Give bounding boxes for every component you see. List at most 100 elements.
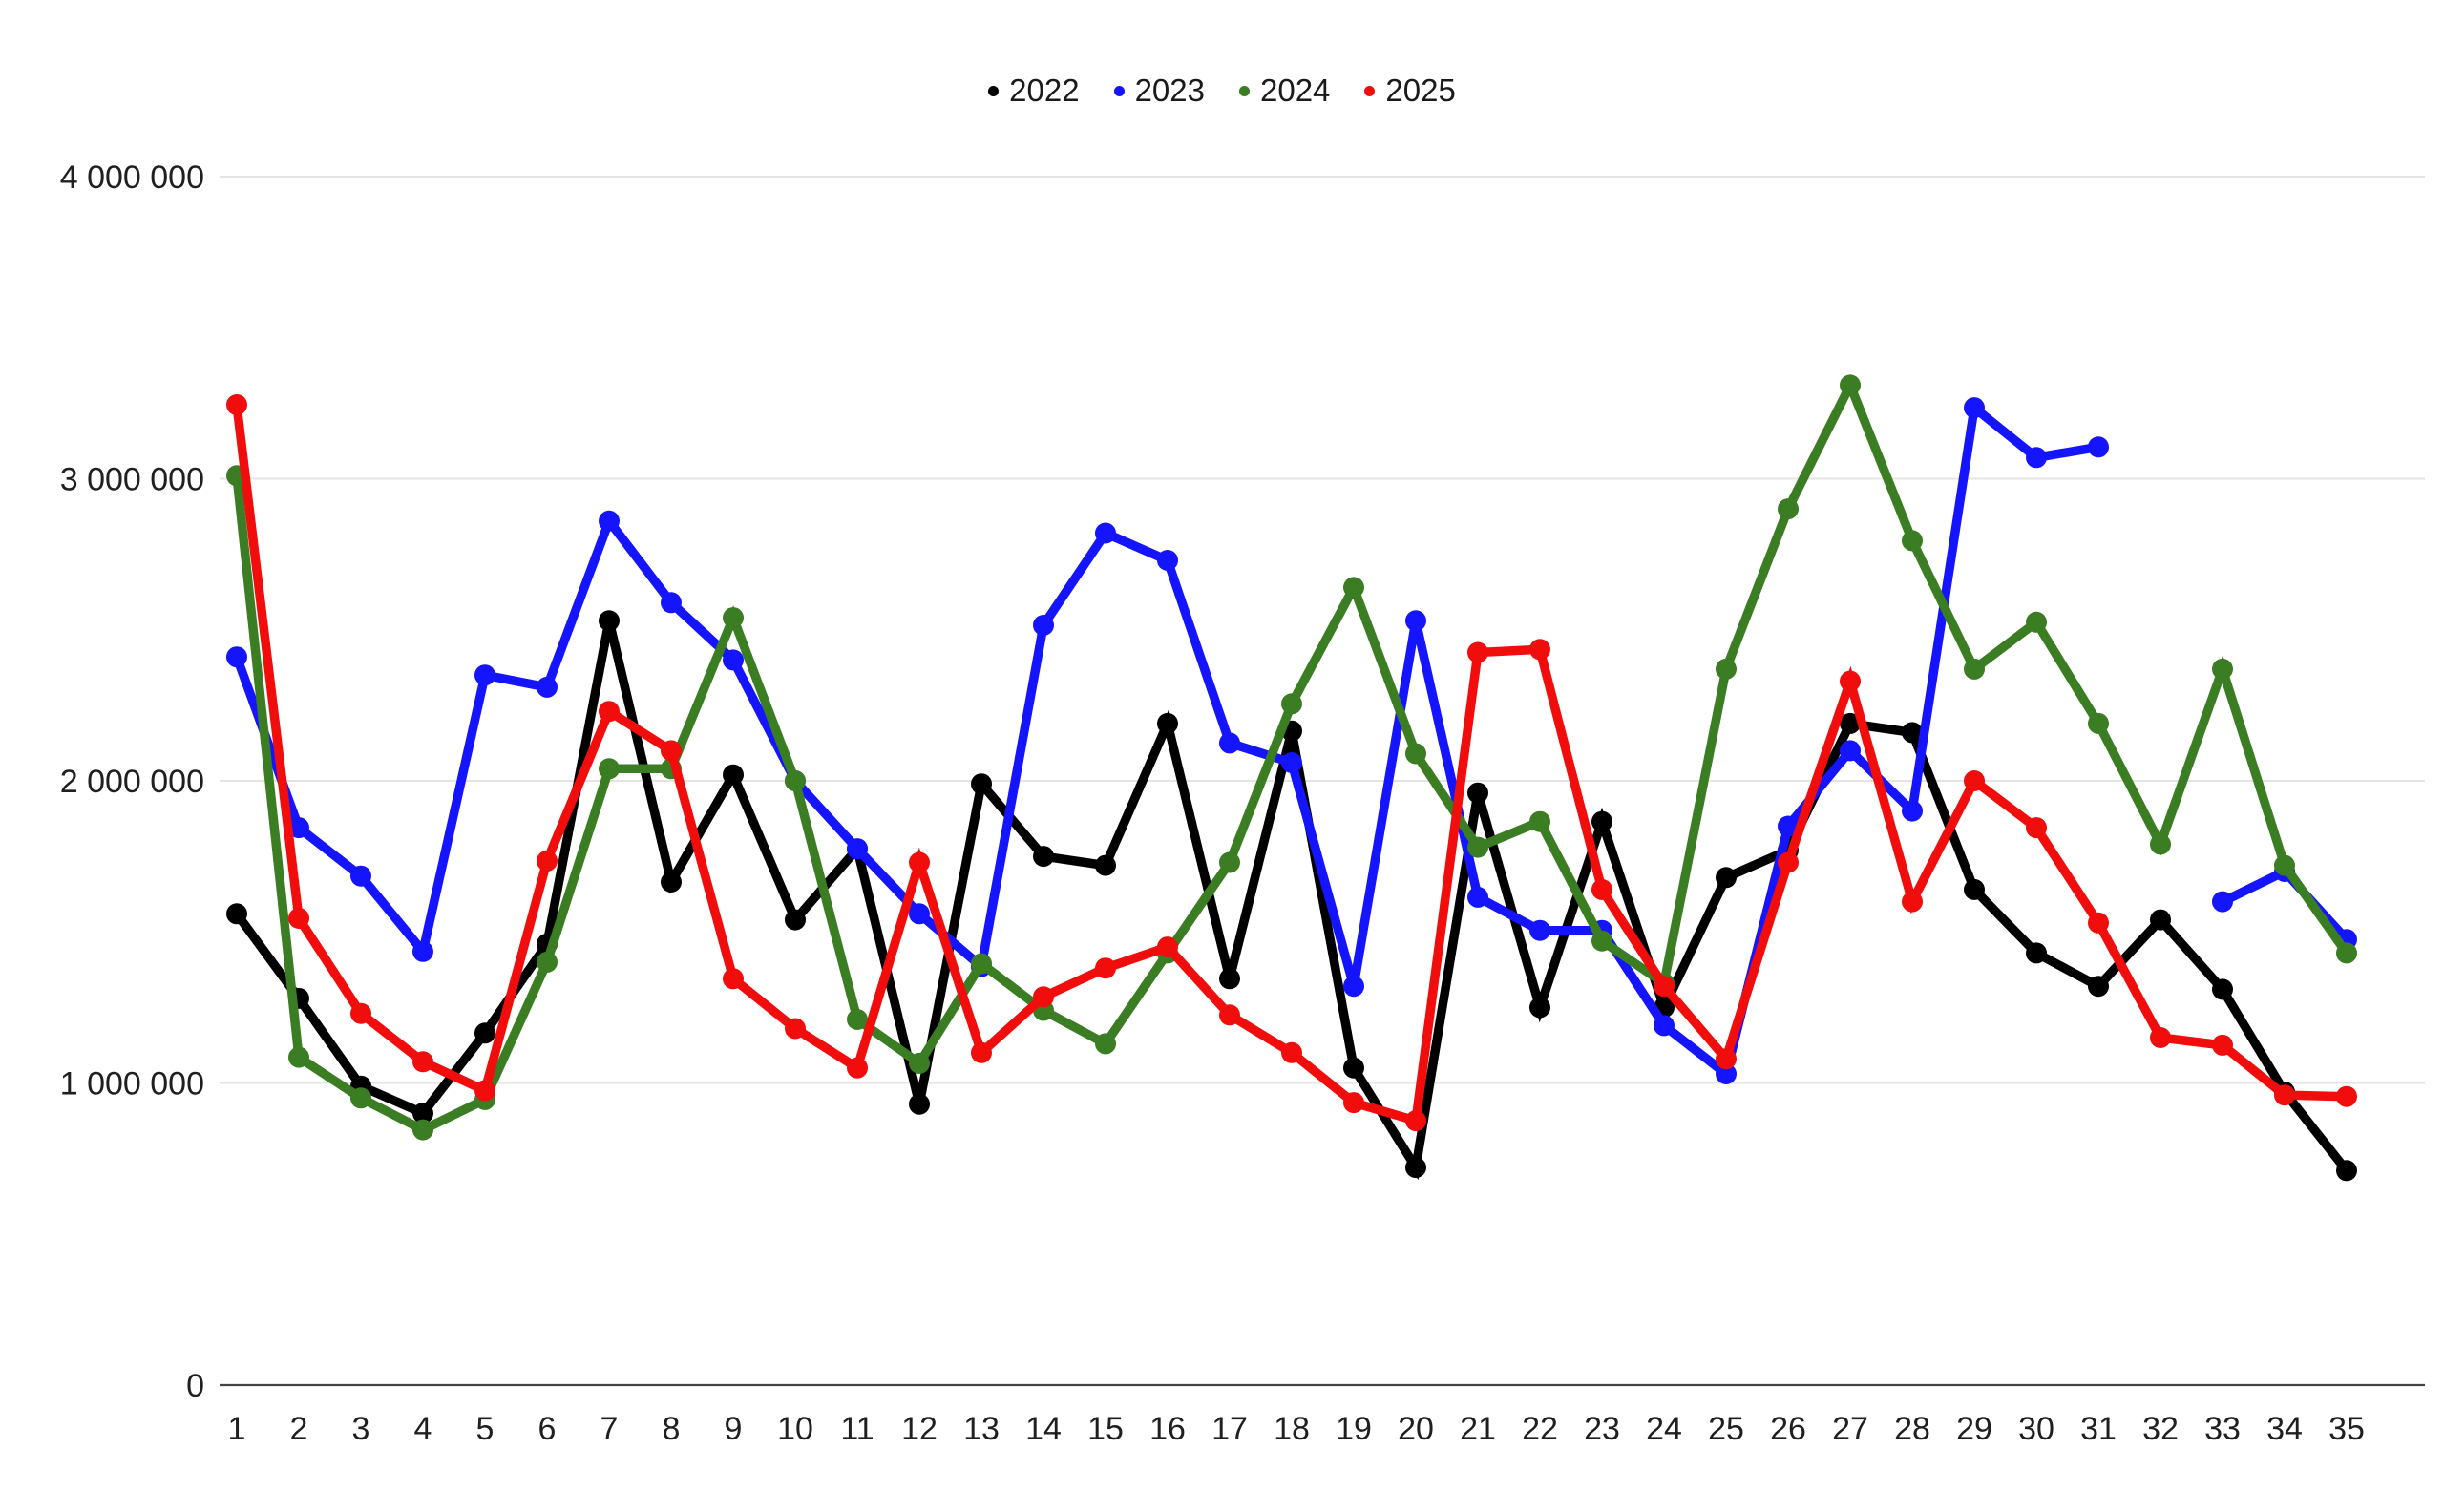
data-point-2024-x15 xyxy=(1095,1033,1116,1055)
x-tick-label: 4 xyxy=(414,1411,432,1447)
data-point-2022-x1 xyxy=(226,903,247,925)
data-point-2024-x32 xyxy=(2150,833,2171,855)
data-point-2025-x31 xyxy=(2088,912,2109,934)
x-tick-label: 32 xyxy=(2142,1411,2179,1447)
data-point-2024-x11 xyxy=(847,1009,868,1030)
data-point-2022-x19 xyxy=(1343,1057,1364,1079)
data-point-2022-x13 xyxy=(971,773,992,795)
x-tick-label: 31 xyxy=(2080,1411,2117,1447)
data-point-2025-x22 xyxy=(1529,639,1550,661)
data-point-2024-x30 xyxy=(2026,611,2047,633)
data-point-2025-x18 xyxy=(1281,1041,1302,1063)
data-point-2025-x14 xyxy=(1033,986,1054,1008)
data-point-2024-x27 xyxy=(1840,374,1861,396)
data-point-2025-x29 xyxy=(1964,770,1985,791)
data-point-2025-x12 xyxy=(909,851,930,873)
data-point-2022-x14 xyxy=(1033,846,1054,868)
data-point-2024-x29 xyxy=(1964,658,1985,680)
data-point-2025-x35 xyxy=(2336,1085,2357,1107)
data-point-2022-x35 xyxy=(2336,1160,2357,1182)
data-point-2022-x4 xyxy=(412,1102,433,1124)
data-point-2023-x8 xyxy=(661,592,682,614)
data-point-2024-x34 xyxy=(2274,854,2295,876)
data-point-2024-x20 xyxy=(1405,743,1426,765)
data-point-2022-x8 xyxy=(661,872,682,892)
data-point-2025-x27 xyxy=(1840,670,1861,692)
data-point-2023-x27 xyxy=(1840,740,1861,762)
data-point-2024-x4 xyxy=(412,1119,433,1141)
x-tick-label: 9 xyxy=(725,1411,743,1447)
data-point-2023-x31 xyxy=(2088,436,2109,458)
data-point-2023-x7 xyxy=(599,510,620,532)
data-point-2025-x34 xyxy=(2274,1084,2295,1106)
x-tick-label: 22 xyxy=(1522,1411,1558,1447)
x-tick-label: 25 xyxy=(1708,1411,1744,1447)
x-tick-label: 15 xyxy=(1087,1411,1124,1447)
data-point-2023-x29 xyxy=(1964,397,1985,419)
data-point-2022-x30 xyxy=(2026,942,2047,964)
x-tick-label: 34 xyxy=(2266,1411,2303,1447)
data-point-2025-x21 xyxy=(1467,641,1488,663)
data-point-2023-x9 xyxy=(723,649,744,671)
data-point-2025-x24 xyxy=(1654,976,1675,998)
data-point-2024-x2 xyxy=(288,1046,309,1068)
data-point-2025-x1 xyxy=(226,394,247,415)
data-point-2025-x6 xyxy=(537,850,558,872)
data-point-2022-x27 xyxy=(1840,712,1861,734)
data-point-2022-x20 xyxy=(1405,1157,1426,1179)
data-point-2025-x30 xyxy=(2026,817,2047,839)
x-tick-label: 12 xyxy=(901,1411,938,1447)
data-point-2023-x21 xyxy=(1467,886,1488,908)
data-point-2023-x22 xyxy=(1529,919,1550,941)
x-tick-label: 19 xyxy=(1336,1411,1372,1447)
data-point-2025-x23 xyxy=(1591,878,1612,900)
data-point-2024-x31 xyxy=(2088,712,2109,734)
data-point-2025-x10 xyxy=(785,1018,806,1040)
data-point-2023-x3 xyxy=(350,865,371,887)
x-tick-label: 16 xyxy=(1149,1411,1186,1447)
x-tick-label: 7 xyxy=(600,1411,619,1447)
data-point-2022-x9 xyxy=(723,764,744,786)
data-point-2023-x14 xyxy=(1033,615,1054,636)
data-point-2025-x32 xyxy=(2150,1027,2171,1048)
data-point-2023-x6 xyxy=(537,676,558,698)
data-point-2024-x22 xyxy=(1529,810,1550,832)
data-point-2022-x12 xyxy=(909,1093,930,1115)
data-point-2025-x9 xyxy=(723,968,744,990)
data-point-2023-x12 xyxy=(909,903,930,925)
data-point-2022-x15 xyxy=(1095,854,1116,876)
data-point-2023-x16 xyxy=(1157,550,1178,571)
data-point-2023-x15 xyxy=(1095,522,1116,544)
y-tick-label: 0 xyxy=(186,1368,204,1404)
x-tick-label: 8 xyxy=(663,1411,681,1447)
x-tick-label: 1 xyxy=(228,1411,246,1447)
data-point-2023-x26 xyxy=(1778,815,1799,837)
x-tick-label: 3 xyxy=(352,1411,370,1447)
data-point-2025-x11 xyxy=(847,1057,868,1079)
data-point-2022-x29 xyxy=(1964,878,1985,900)
data-point-2022-x32 xyxy=(2150,909,2171,931)
x-tick-label: 21 xyxy=(1460,1411,1496,1447)
data-point-2022-x25 xyxy=(1716,867,1737,889)
data-point-2023-x17 xyxy=(1219,732,1240,754)
data-point-2024-x7 xyxy=(599,758,620,780)
data-point-2023-x4 xyxy=(412,940,433,962)
x-tick-label: 29 xyxy=(1956,1411,1992,1447)
x-tick-label: 14 xyxy=(1025,1411,1062,1447)
data-point-2024-x13 xyxy=(971,953,992,975)
data-point-2022-x17 xyxy=(1219,968,1240,990)
data-point-2022-x7 xyxy=(599,610,620,632)
data-point-2022-x28 xyxy=(1902,722,1923,744)
x-tick-label: 23 xyxy=(1584,1411,1620,1447)
data-point-2023-x25 xyxy=(1716,1063,1737,1084)
x-tick-label: 5 xyxy=(476,1411,495,1447)
data-point-2022-x31 xyxy=(2088,976,2109,998)
data-point-2023-x28 xyxy=(1902,800,1923,822)
data-point-2024-x25 xyxy=(1716,658,1737,680)
data-point-2024-x28 xyxy=(1902,530,1923,552)
data-point-2024-x18 xyxy=(1281,693,1302,715)
data-point-2022-x21 xyxy=(1467,782,1488,804)
data-point-2024-x3 xyxy=(350,1087,371,1109)
